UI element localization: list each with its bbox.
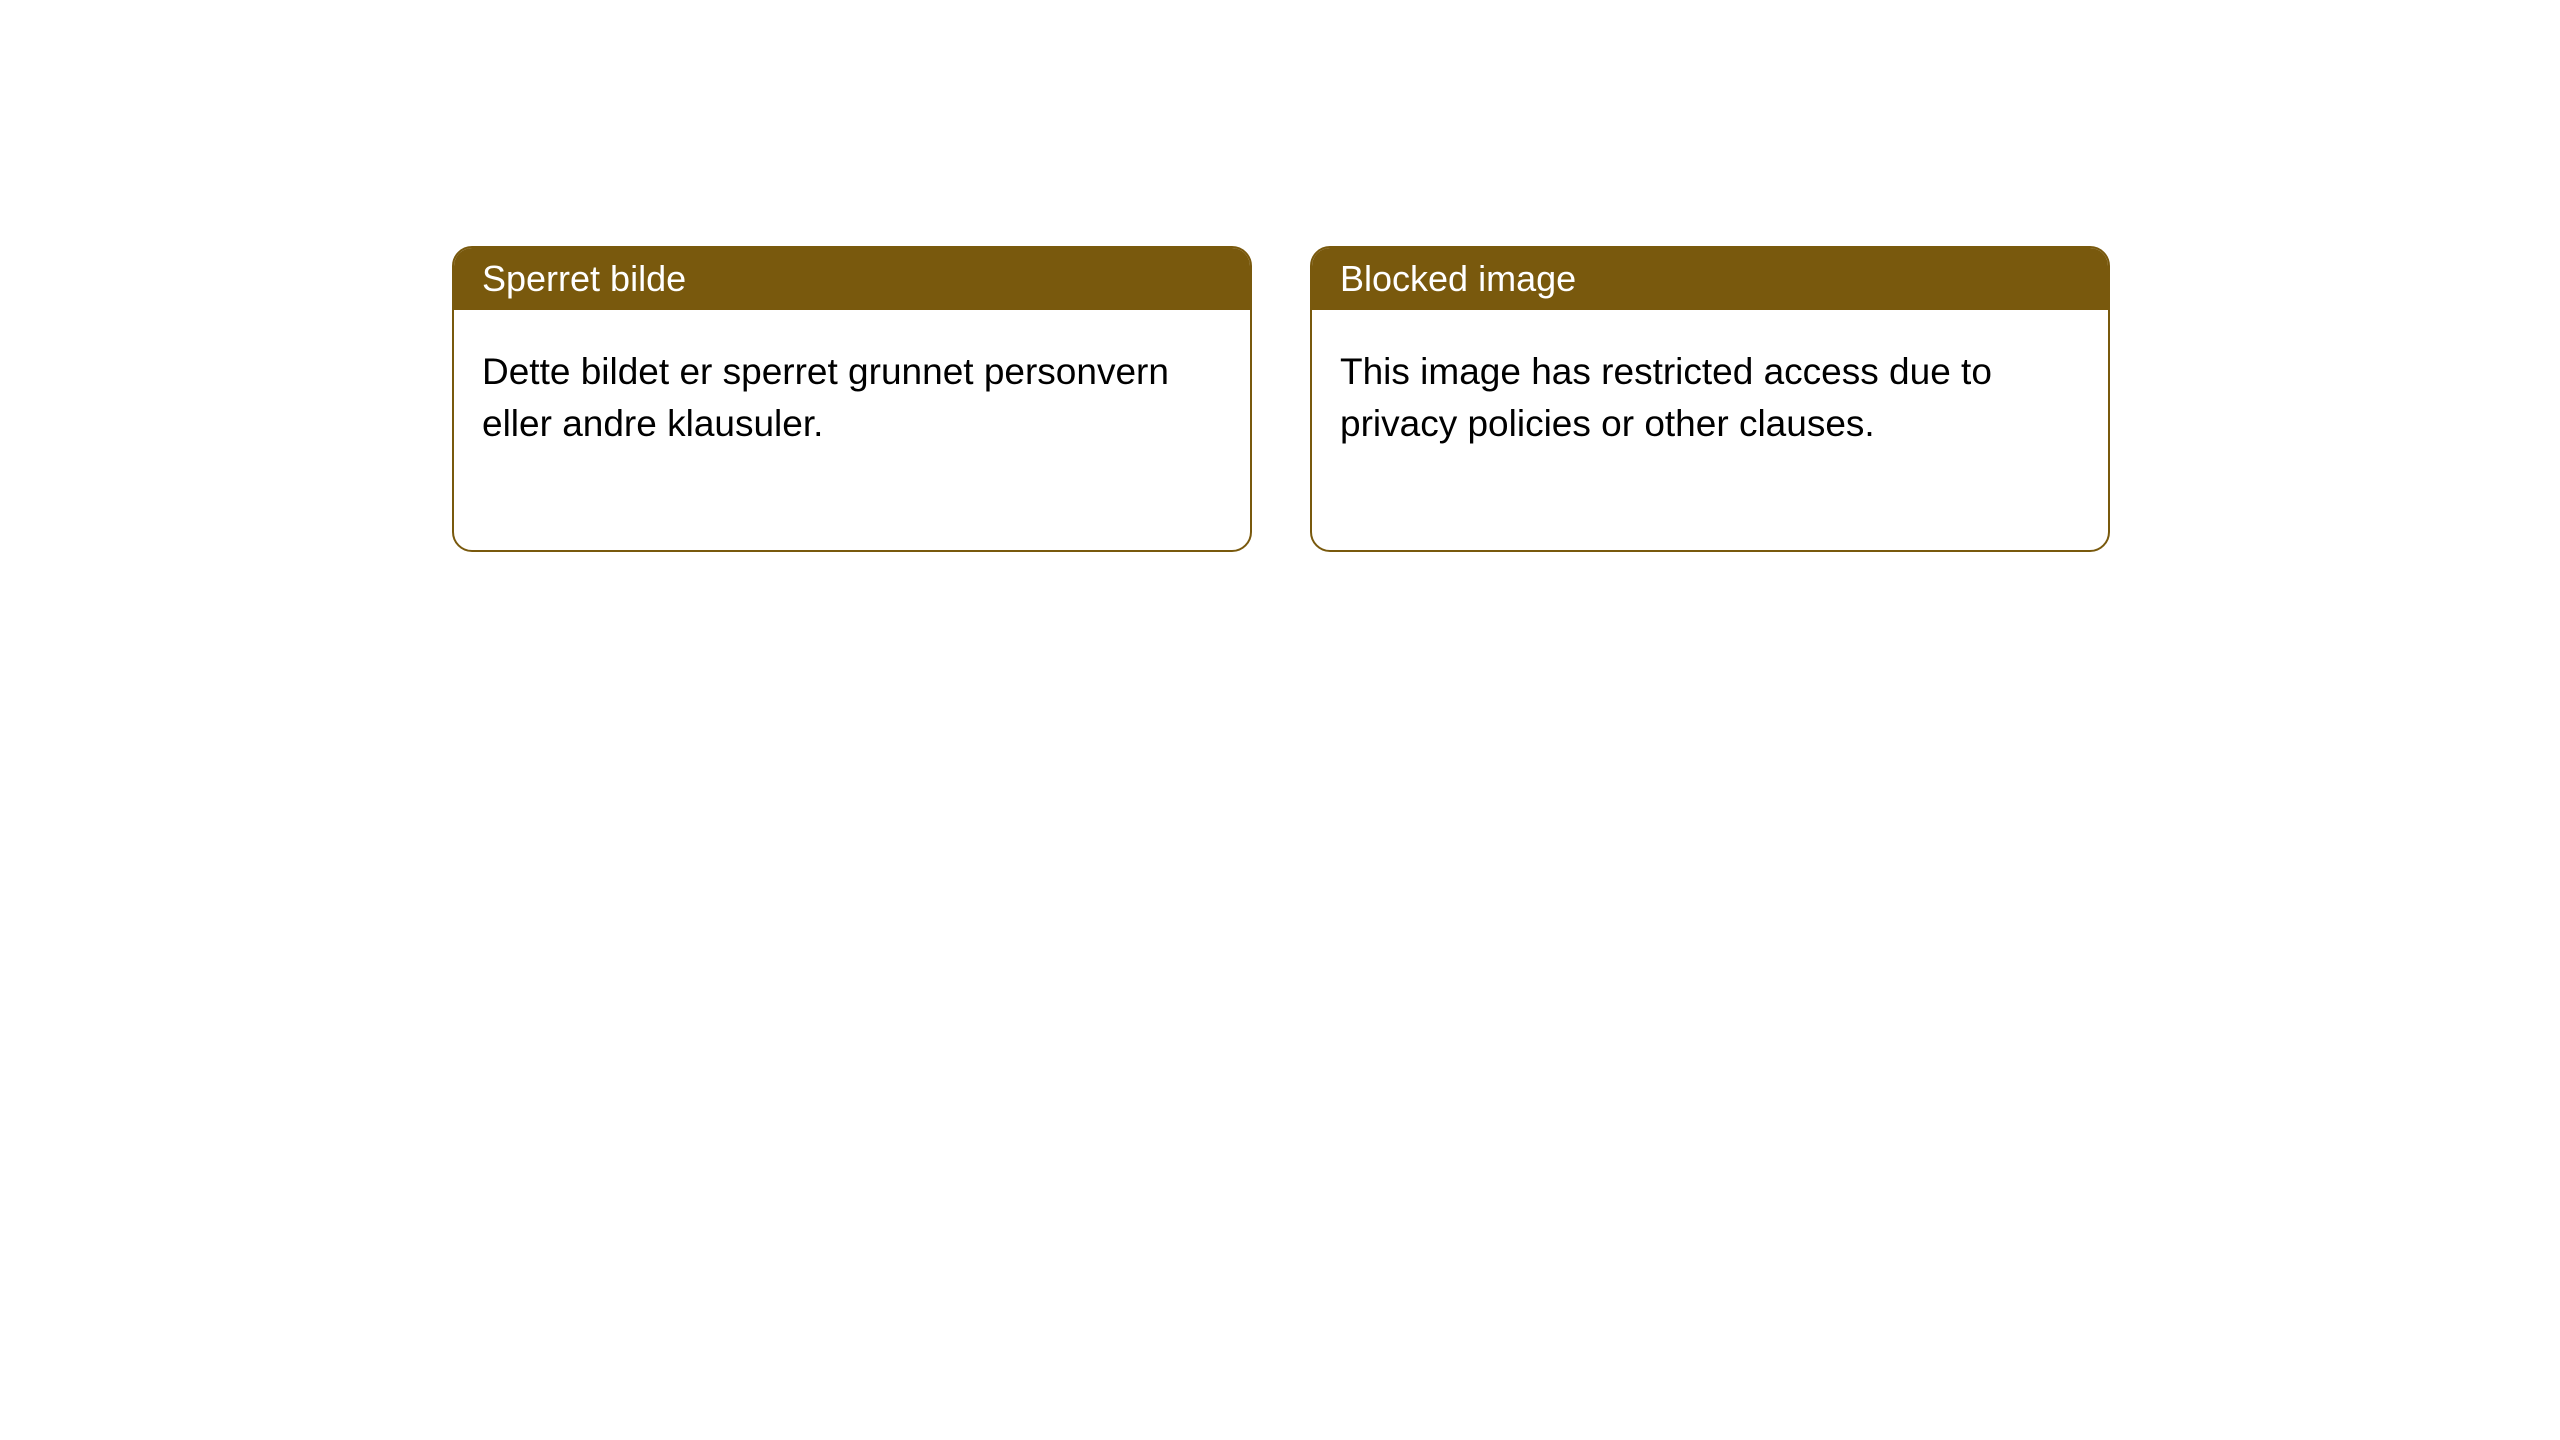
notice-title-norwegian: Sperret bilde xyxy=(454,248,1250,310)
notice-body-norwegian: Dette bildet er sperret grunnet personve… xyxy=(454,310,1250,550)
notice-card-english: Blocked image This image has restricted … xyxy=(1310,246,2110,552)
notice-title-english: Blocked image xyxy=(1312,248,2108,310)
notice-card-norwegian: Sperret bilde Dette bildet er sperret gr… xyxy=(452,246,1252,552)
notice-container: Sperret bilde Dette bildet er sperret gr… xyxy=(0,0,2560,552)
notice-body-english: This image has restricted access due to … xyxy=(1312,310,2108,550)
